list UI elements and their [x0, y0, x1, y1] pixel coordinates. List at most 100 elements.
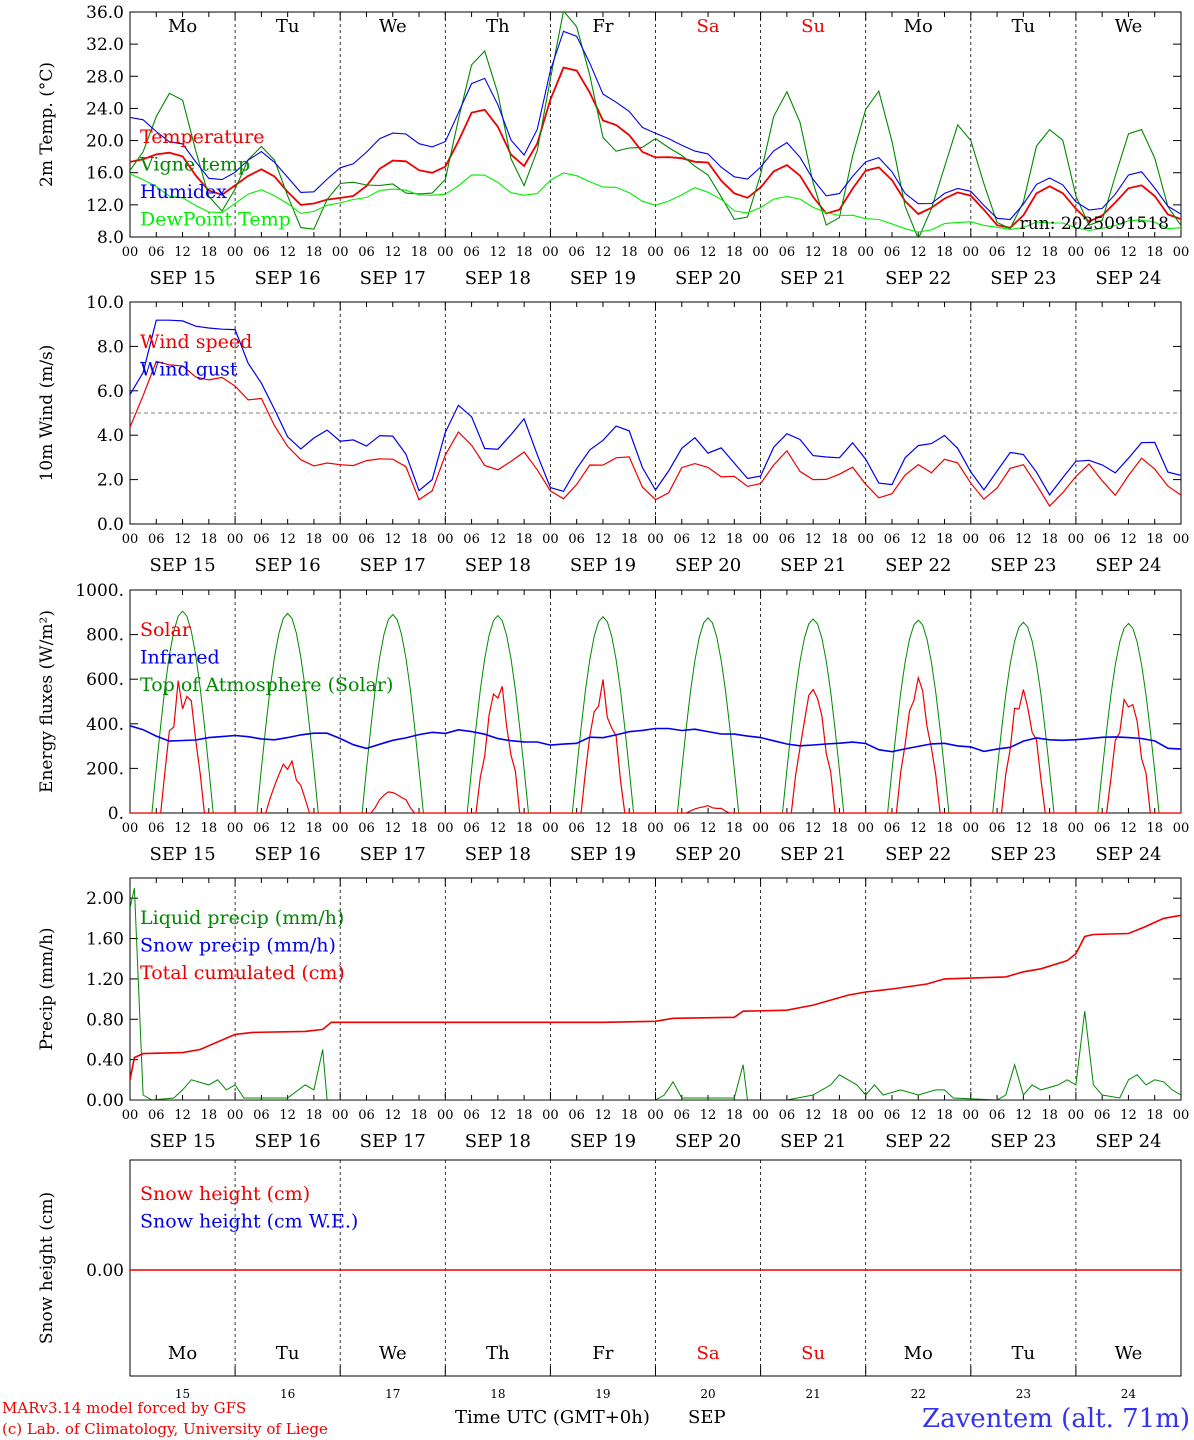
legend-entry: Wind gust	[140, 359, 238, 381]
hour-tick-label: 00	[1068, 532, 1085, 547]
hour-tick-label: 00	[1173, 245, 1190, 260]
day-number: 17	[385, 1387, 400, 1401]
hour-tick-label: 00	[437, 1108, 454, 1123]
day-label: SEP 21	[780, 1131, 846, 1152]
hour-tick-label: 12	[700, 1108, 717, 1123]
legend-entry: Snow height (cm W.E.)	[140, 1211, 358, 1233]
hour-tick-label: 18	[621, 245, 638, 260]
hour-tick-label: 18	[831, 532, 848, 547]
hour-tick-label: 12	[595, 532, 612, 547]
hour-tick-label: 00	[1068, 1108, 1085, 1123]
y-axis-title: 2m Temp. (°C)	[37, 62, 57, 187]
hour-tick-label: 06	[989, 532, 1006, 547]
legend-entry: Top of Atmosphere (Solar)	[140, 674, 393, 696]
hour-tick-label: 06	[148, 245, 165, 260]
day-label: SEP 15	[149, 1131, 215, 1152]
y-tick-label: 6.0	[97, 382, 124, 402]
hour-tick-label: 06	[884, 821, 901, 836]
day-label: SEP 24	[1095, 268, 1161, 289]
hour-tick-label: 00	[647, 821, 664, 836]
weekday-label: Sa	[697, 16, 720, 37]
hour-tick-label: 18	[306, 532, 323, 547]
hour-tick-label: 18	[621, 1108, 638, 1123]
run-annotation: run: 2025091518	[1020, 214, 1169, 234]
hour-tick-label: 18	[831, 821, 848, 836]
day-label: SEP 16	[255, 1131, 321, 1152]
legend-entry: Liquid precip (mm/h)	[140, 907, 344, 929]
hour-tick-label: 00	[542, 821, 559, 836]
panel-2: 00 06 12 18 00 06 12 18 00 06 12 18 00 06 12 18 00 06 12 18…	[37, 293, 1189, 576]
series-line	[130, 319, 1181, 496]
weekday-label: Mo	[904, 1343, 933, 1364]
y-tick-label: 8.0	[97, 228, 124, 248]
hour-tick-label: 06	[779, 821, 796, 836]
hour-tick-label: 12	[1120, 1108, 1137, 1123]
hour-tick-label: 00	[227, 245, 244, 260]
y-tick-label: 24.0	[86, 99, 124, 119]
hour-tick-label: 12	[595, 245, 612, 260]
hour-tick-label: 00	[647, 532, 664, 547]
hour-tick-label: 12	[279, 1108, 296, 1123]
footer: MARv3.14 model forced by GFS (c) Lab. of…	[2, 1399, 1190, 1438]
hour-tick-label: 18	[411, 821, 428, 836]
day-label: SEP 22	[885, 268, 951, 289]
day-label: SEP 17	[360, 1131, 426, 1152]
panel-frame	[129, 589, 1182, 814]
weekday-label: Tu	[276, 1343, 300, 1364]
hour-tick-label: 06	[1094, 245, 1111, 260]
day-label: SEP 16	[255, 268, 321, 289]
hour-tick-label: 18	[411, 1108, 428, 1123]
hour-tick-label: 18	[831, 1108, 848, 1123]
day-label: SEP 19	[570, 268, 636, 289]
hour-tick-label: 06	[463, 245, 480, 260]
hour-tick-label: 06	[989, 1108, 1006, 1123]
hour-tick-label: 18	[1146, 532, 1163, 547]
hour-tick-label: 18	[726, 532, 743, 547]
weekday-label: We	[1115, 16, 1143, 37]
weekday-label: Tu	[1012, 1343, 1036, 1364]
hour-tick-label: 00	[227, 1108, 244, 1123]
hour-tick-label: 12	[595, 1108, 612, 1123]
hour-tick-label: 12	[174, 532, 191, 547]
hour-tick-label: 18	[1041, 532, 1058, 547]
hour-tick-label: 00	[752, 532, 769, 547]
hour-tick-label: 00	[437, 245, 454, 260]
hour-tick-label: 18	[306, 245, 323, 260]
hour-tick-label: 12	[1015, 245, 1032, 260]
hour-tick-label: 00	[963, 245, 980, 260]
hour-tick-label: 18	[936, 532, 953, 547]
hour-tick-label: 00	[752, 1108, 769, 1123]
series-line	[130, 172, 1181, 233]
hour-tick-label: 06	[1094, 1108, 1111, 1123]
series-line	[130, 675, 1181, 813]
hour-tick-label: 06	[568, 821, 585, 836]
hour-tick-label: 12	[1120, 245, 1137, 260]
hour-tick-label: 18	[621, 821, 638, 836]
hour-tick-label: 06	[674, 821, 691, 836]
hour-tick-label: 00	[332, 245, 349, 260]
panel-1: 00 06 12 18 00 06 12 18 00 06 12 18 00 06 12 18 00 06 12 18…	[37, 3, 1189, 289]
hour-tick-label: 12	[1015, 821, 1032, 836]
day-label: SEP 24	[1095, 555, 1161, 576]
weekday-label: Su	[801, 1343, 825, 1364]
weekday-label: We	[379, 1343, 407, 1364]
day-label: SEP 15	[149, 555, 215, 576]
hour-tick-label: 00	[227, 821, 244, 836]
day-label: SEP 20	[675, 268, 741, 289]
day-label: SEP 20	[675, 844, 741, 865]
hour-tick-label: 00	[647, 1108, 664, 1123]
hour-tick-label: 06	[148, 821, 165, 836]
hour-tick-label: 18	[726, 1108, 743, 1123]
day-number: 16	[280, 1387, 295, 1401]
y-tick-label: 8.0	[97, 337, 124, 357]
hour-tick-label: 00	[752, 821, 769, 836]
hour-tick-label: 12	[279, 532, 296, 547]
legend-entry: Total cumulated (cm)	[140, 962, 345, 984]
hour-tick-label: 06	[358, 821, 375, 836]
hour-tick-label: 06	[463, 532, 480, 547]
hour-tick-label: 06	[568, 532, 585, 547]
meteogram-panels: 00 06 12 18 00 06 12 18 00 06 12 18 00 06 12 18 00 06 12 18…	[37, 3, 1189, 1401]
hour-tick-label: 12	[384, 821, 401, 836]
hour-tick-label: 12	[700, 532, 717, 547]
model-credit: MARv3.14 model forced by GFS	[2, 1399, 246, 1417]
